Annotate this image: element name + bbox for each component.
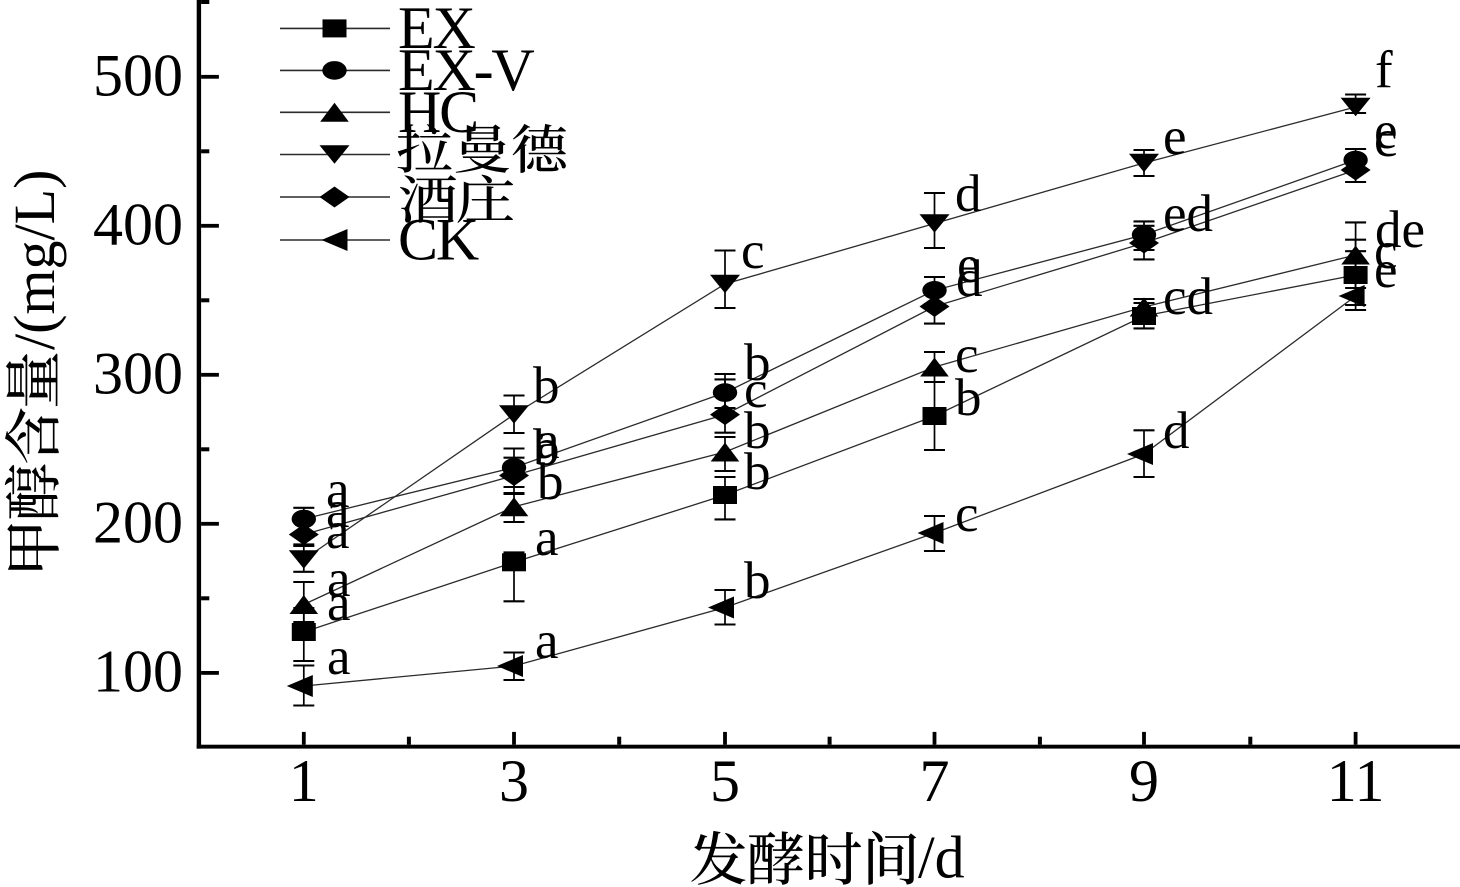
svg-text:9: 9 [1129, 748, 1159, 814]
svg-text:EX-V: EX-V [398, 37, 534, 103]
svg-text:b: b [744, 443, 771, 501]
svg-text:d: d [956, 250, 983, 308]
svg-text:a: a [536, 412, 560, 470]
svg-text:7: 7 [920, 748, 950, 814]
svg-text:a: a [327, 628, 351, 686]
svg-text:300: 300 [93, 340, 183, 406]
svg-text:f: f [1375, 41, 1393, 99]
svg-text:cd: cd [1163, 268, 1213, 326]
svg-text:b: b [533, 419, 560, 477]
svg-text:a: a [326, 461, 350, 519]
svg-text:11: 11 [1327, 748, 1385, 814]
svg-text:e: e [1163, 108, 1187, 166]
svg-text:ed: ed [1163, 185, 1213, 243]
svg-text:b: b [744, 552, 771, 610]
svg-text:d: d [1163, 402, 1190, 460]
svg-text:b: b [744, 402, 771, 460]
svg-text:c: c [1374, 110, 1398, 168]
svg-text:b: b [533, 357, 560, 415]
svg-text:a: a [326, 502, 350, 560]
svg-text:de: de [1375, 201, 1425, 259]
svg-text:a: a [327, 550, 351, 608]
svg-text:HC: HC [398, 79, 477, 145]
svg-text:a: a [326, 481, 350, 539]
svg-text:e: e [1374, 102, 1398, 160]
svg-text:1: 1 [289, 748, 319, 814]
svg-text:/d: /d [918, 825, 965, 887]
svg-text:c: c [744, 361, 768, 419]
svg-text:c: c [955, 326, 979, 384]
svg-text:200: 200 [93, 489, 183, 555]
svg-text:5: 5 [710, 748, 740, 814]
svg-text:100: 100 [93, 638, 183, 704]
svg-text:b: b [744, 334, 771, 392]
svg-text:b: b [537, 453, 564, 511]
svg-text:e: e [957, 236, 981, 294]
svg-text:a: a [535, 612, 559, 670]
svg-text:a: a [535, 509, 559, 567]
svg-text:e: e [1374, 241, 1398, 299]
svg-text:c: c [741, 222, 765, 280]
svg-text:3: 3 [499, 748, 529, 814]
svg-text:/(mg/L): /(mg/L) [2, 170, 67, 350]
svg-text:a: a [327, 574, 351, 632]
svg-text:c: c [955, 485, 979, 543]
svg-text:500: 500 [93, 42, 183, 108]
svg-text:400: 400 [93, 191, 183, 257]
svg-text:b: b [955, 369, 982, 427]
svg-text:d: d [955, 165, 982, 223]
svg-text:EX: EX [398, 0, 475, 61]
svg-text:c: c [1374, 222, 1398, 280]
